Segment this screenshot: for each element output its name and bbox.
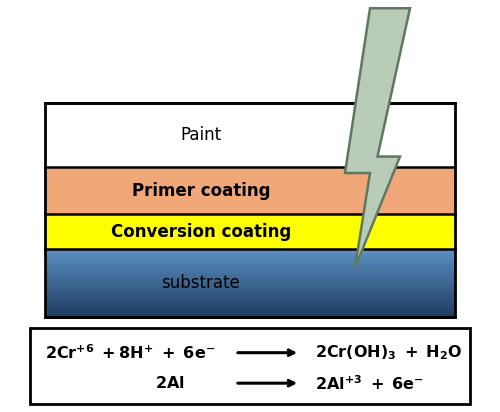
Bar <box>45 295 455 296</box>
Text: Conversion coating: Conversion coating <box>110 223 291 241</box>
Bar <box>45 311 455 313</box>
Bar <box>45 307 455 308</box>
Bar <box>45 296 455 297</box>
Bar <box>45 293 455 295</box>
Bar <box>45 255 455 256</box>
Bar <box>45 289 455 290</box>
Bar <box>45 272 455 273</box>
Bar <box>45 262 455 263</box>
Bar <box>45 279 455 280</box>
Bar <box>45 316 455 317</box>
Bar <box>45 267 455 269</box>
Bar <box>45 271 455 272</box>
Bar <box>45 265 455 266</box>
Bar <box>45 167 455 214</box>
Bar <box>45 282 455 283</box>
Bar <box>45 260 455 261</box>
Text: $\mathbf{2Al^{+3}\ +\ 6e^{-}}$: $\mathbf{2Al^{+3}\ +\ 6e^{-}}$ <box>315 374 424 393</box>
Bar <box>45 300 455 302</box>
Bar <box>45 254 455 255</box>
Bar <box>45 269 455 270</box>
Bar <box>45 250 455 251</box>
Bar <box>45 315 455 316</box>
Bar <box>45 263 455 264</box>
Bar <box>45 276 455 278</box>
Bar <box>45 297 455 298</box>
Bar <box>45 309 455 311</box>
Bar <box>45 302 455 304</box>
Bar <box>45 273 455 274</box>
Polygon shape <box>345 8 410 268</box>
Bar <box>45 298 455 299</box>
Bar <box>45 283 455 284</box>
Bar <box>45 288 455 289</box>
Text: $\mathbf{2Cr(OH)_{3}\ +\ H_{2}O}$: $\mathbf{2Cr(OH)_{3}\ +\ H_{2}O}$ <box>315 343 462 362</box>
Bar <box>45 266 455 267</box>
Text: $\mathbf{2Cr^{+6}}$$\mathbf{\ +8H^{+}\ +\ 6e^{-}}$: $\mathbf{2Cr^{+6}}$$\mathbf{\ +8H^{+}\ +… <box>45 343 215 362</box>
Bar <box>45 290 455 291</box>
Bar <box>45 257 455 258</box>
Bar <box>45 308 455 309</box>
Bar <box>45 286 455 287</box>
Bar <box>45 306 455 307</box>
Bar <box>45 264 455 265</box>
Bar <box>45 281 455 282</box>
Bar <box>45 305 455 306</box>
Bar <box>45 304 455 305</box>
Bar <box>45 214 455 249</box>
Bar <box>45 249 455 250</box>
Bar <box>45 274 455 275</box>
Bar <box>45 299 455 300</box>
Bar <box>45 261 455 262</box>
Bar <box>45 256 455 257</box>
Bar <box>45 258 455 260</box>
Text: substrate: substrate <box>162 274 240 292</box>
Bar <box>45 278 455 279</box>
Text: $\mathbf{2Al}$: $\mathbf{2Al}$ <box>155 375 184 391</box>
Bar <box>45 280 455 281</box>
Bar <box>45 275 455 276</box>
Bar <box>45 284 455 286</box>
Bar <box>45 314 455 315</box>
Text: Primer coating: Primer coating <box>132 182 270 199</box>
Bar <box>45 291 455 293</box>
Bar <box>30 328 470 404</box>
Bar <box>45 270 455 271</box>
Bar <box>45 251 455 253</box>
Bar <box>45 313 455 314</box>
Text: Paint: Paint <box>180 126 222 144</box>
Bar <box>45 253 455 254</box>
Bar <box>45 103 455 167</box>
Bar <box>45 103 455 317</box>
Bar <box>45 287 455 288</box>
